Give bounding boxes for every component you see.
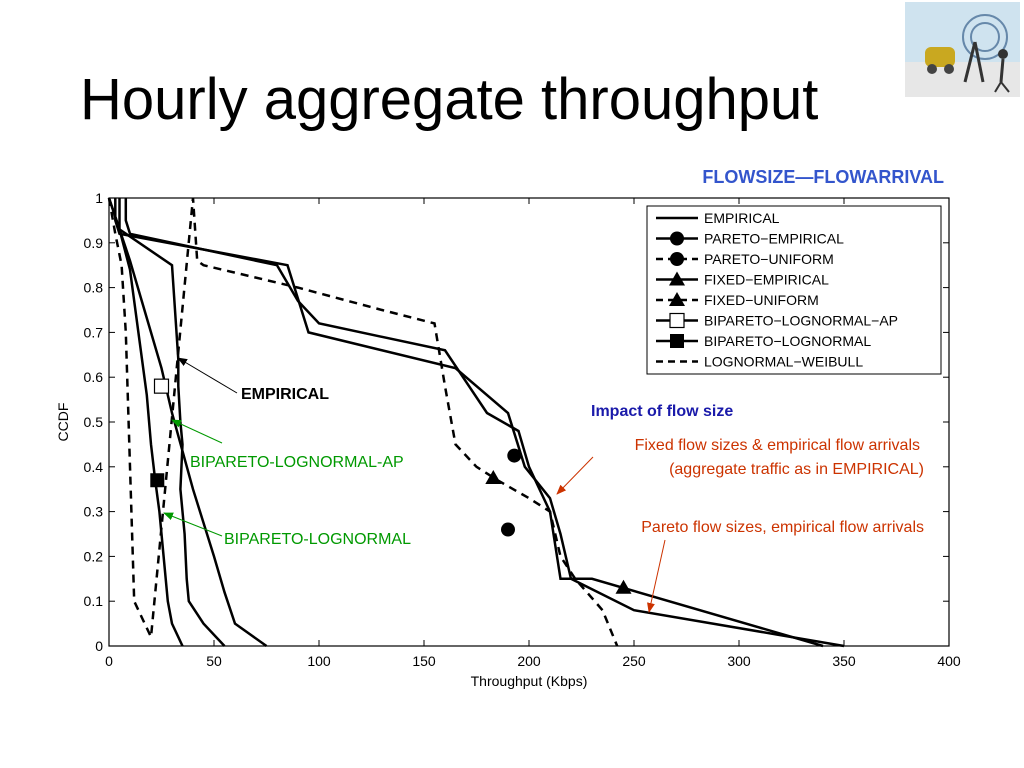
data-point-marker-4	[485, 470, 502, 484]
legend-marker	[669, 312, 685, 329]
annotation-bipareto: BIPARETO-LOGNORMAL	[224, 531, 411, 548]
data-point-marker-6	[150, 473, 165, 488]
data-point-marker-3	[615, 579, 632, 594]
annotation-bipareto-ap: BIPARETO-LOGNORMAL-AP	[190, 454, 404, 471]
legend-label: EMPIRICAL	[704, 210, 780, 226]
y-tick-label: 0.4	[84, 459, 104, 475]
legend-label: BIPARETO−LOGNORMAL−AP	[704, 313, 898, 329]
x-tick-label: 250	[622, 653, 646, 669]
chart-subtitle: FLOWSIZE—FLOWARRIVAL	[702, 167, 944, 187]
annotation-arrow-empirical	[177, 357, 238, 394]
annotation-empirical: EMPIRICAL	[241, 386, 329, 403]
annotation-fixed-line2: (aggregate traffic as in EMPIRICAL)	[669, 461, 924, 478]
y-tick-label: 0.5	[84, 414, 104, 430]
x-tick-label: 50	[206, 653, 222, 669]
legend-marker	[670, 231, 684, 246]
legend-marker	[670, 334, 684, 348]
y-tick-label: 1	[95, 190, 103, 206]
legend-box	[646, 205, 942, 375]
legend-label: FIXED−EMPIRICAL	[704, 272, 829, 288]
data-point-marker-5	[153, 378, 170, 394]
x-tick-label: 100	[307, 653, 331, 669]
legend-marker	[669, 271, 685, 286]
x-axis-label: Throughput (Kbps)	[471, 673, 588, 689]
y-axis-label: CCDF	[55, 403, 71, 442]
y-tick-label: 0.1	[84, 593, 104, 609]
x-tick-label: 0	[105, 653, 113, 669]
series-line-3	[124, 198, 824, 648]
x-tick-label: 350	[832, 653, 856, 669]
legend-label: BIPARETO−LOGNORMAL	[704, 333, 871, 349]
annotation-arrow-fixed	[556, 456, 594, 495]
axis-ticks: 0 50 100 150 200 250 300 350 400 0 0.1 0.2 0.3 0.4 0.5…	[84, 190, 961, 669]
series-line-7	[107, 197, 619, 647]
legend-marker	[669, 292, 685, 306]
annotation-arrow-pareto	[647, 539, 666, 613]
annotation-arrow-bipareto-ap	[171, 419, 223, 444]
data-point-marker-1	[501, 522, 515, 537]
slide-title: Hourly aggregate throughput	[80, 67, 819, 132]
y-tick-label: 0.9	[84, 235, 104, 251]
y-tick-label: 0.7	[84, 324, 104, 340]
x-tick-label: 300	[727, 653, 751, 669]
y-tick-label: 0.6	[84, 369, 104, 385]
x-tick-label: 400	[937, 653, 961, 669]
series-markers	[150, 378, 632, 594]
legend-label: LOGNORMAL−WEIBULL	[704, 354, 863, 370]
annotation-arrow-bipareto	[163, 512, 223, 537]
x-tick-label: 150	[412, 653, 436, 669]
series-line-6	[107, 197, 184, 647]
y-tick-label: 0.8	[84, 280, 104, 296]
annotation-pareto: Pareto flow sizes, empirical flow arriva…	[641, 519, 924, 536]
x-tick-label: 200	[517, 653, 541, 669]
legend-label: PARETO−UNIFORM	[704, 251, 834, 267]
y-tick-label: 0	[95, 638, 103, 654]
annotation-fixed-line1: Fixed flow sizes & empirical flow arriva…	[635, 437, 920, 454]
y-tick-label: 0.2	[84, 548, 104, 564]
legend-label: FIXED−UNIFORM	[704, 292, 819, 308]
series-lines	[107, 197, 845, 648]
legend: EMPIRICAL PARETO−EMPIRICAL PARETO−UNIFORM F…	[646, 205, 942, 375]
y-tick-label: 0.3	[84, 504, 104, 520]
legend-label: PARETO−EMPIRICAL	[704, 231, 844, 247]
annotation-impact: Impact of flow size	[591, 403, 733, 420]
data-point-marker-2	[507, 448, 522, 463]
legend-marker	[670, 252, 684, 266]
corner-collage-image	[905, 2, 1020, 97]
